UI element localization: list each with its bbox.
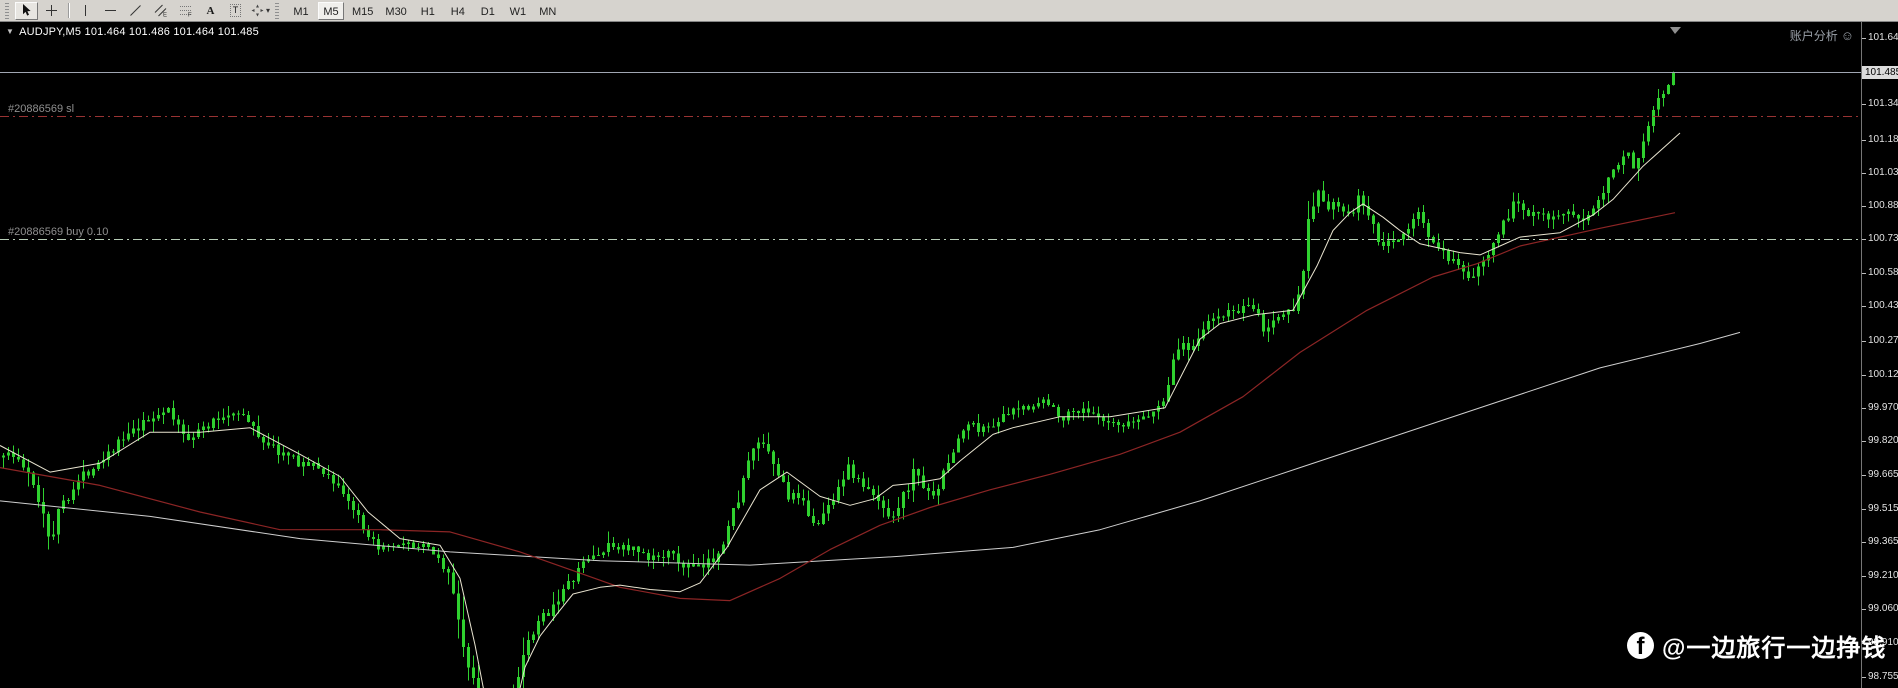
axis-price-label: 100.27 <box>1868 335 1898 346</box>
axis-price-label: 99.820 <box>1868 435 1898 446</box>
axis-tick <box>1862 38 1866 39</box>
text-label-tool-button[interactable]: T <box>224 2 247 20</box>
axis-tick <box>1862 239 1866 240</box>
axis-tick <box>1862 140 1866 141</box>
symbol-ohlc-label: AUDJPY,M5 101.464 101.486 101.464 101.48… <box>19 26 259 38</box>
axis-tick <box>1862 273 1866 274</box>
facebook-icon: f <box>1627 632 1654 659</box>
horizontal-line-tool-button[interactable] <box>99 2 122 20</box>
axis-price-label: 101.64 <box>1868 32 1898 43</box>
smiley-icon: ☺ <box>1840 28 1854 43</box>
trendline-tool-button[interactable] <box>124 2 147 20</box>
stop-loss-line-label: #20886569 sl <box>8 102 75 115</box>
watermark-handle: @一边旅行一边挣钱 <box>1662 635 1887 662</box>
chart-shift-marker-icon <box>1670 27 1681 34</box>
toolbar: E F A T ▾ M1 M5 M15 M30 H1 H4 D1 W1 MN <box>0 0 1898 22</box>
timeframe-w1-button[interactable]: W1 <box>509 5 527 18</box>
arrows-tool-button[interactable]: ▾ <box>249 2 272 20</box>
axis-tick <box>1862 609 1866 610</box>
axis-tick <box>1862 475 1866 476</box>
axis-tick <box>1862 643 1866 644</box>
current-price-tag: 101.485 <box>1862 66 1898 79</box>
svg-text:F: F <box>188 13 192 18</box>
timeframe-h1-button[interactable]: H1 <box>420 5 435 18</box>
axis-price-label: 99.060 <box>1868 603 1898 614</box>
axis-tick <box>1862 441 1866 442</box>
timeframe-toolbar: M1 M5 M15 M30 H1 H4 D1 W1 MN <box>286 1 563 20</box>
timeframe-m1-button[interactable]: M1 <box>293 5 309 18</box>
axis-price-label: 98.755 <box>1868 671 1898 682</box>
svg-text:E: E <box>163 13 167 18</box>
text-tool-button[interactable]: A <box>206 4 215 17</box>
watermark: f @一边旅行一边挣钱 <box>1627 628 1886 663</box>
axis-tick <box>1862 206 1866 207</box>
axis-tick <box>1862 306 1866 307</box>
axis-price-label: 99.970 <box>1868 402 1898 413</box>
dropdown-arrow-icon[interactable]: ▾ <box>265 6 270 15</box>
chevron-down-icon[interactable]: ▼ <box>6 27 15 36</box>
axis-price-label: 99.210 <box>1868 570 1898 581</box>
timeframe-mn-button[interactable]: MN <box>539 5 557 18</box>
cursor-tool-button[interactable] <box>15 1 38 20</box>
axis-price-label: 101.18 <box>1868 134 1898 145</box>
axis-tick <box>1862 542 1866 543</box>
crosshair-tool-button[interactable] <box>40 2 63 20</box>
axis-price-label: 100.88 <box>1868 200 1898 211</box>
buy-order-line-label: #20886569 buy 0.10 <box>8 225 109 238</box>
timeframe-d1-button[interactable]: D1 <box>480 5 495 18</box>
equidistant-channel-tool-button[interactable]: E <box>149 2 172 20</box>
axis-tick <box>1862 677 1866 678</box>
toolbar-separator <box>68 3 69 18</box>
price-axis[interactable]: 101.485 101.64 101.34 101.18 101.03 100.88 10… <box>1861 22 1898 688</box>
axis-tick <box>1862 341 1866 342</box>
axis-price-label: 101.03 <box>1868 167 1898 178</box>
axis-tick <box>1862 408 1866 409</box>
axis-price-label: 99.515 <box>1868 503 1898 514</box>
timeframe-m5-button[interactable]: M5 <box>318 1 344 20</box>
axis-price-label: 98.910 <box>1868 637 1898 648</box>
chart-window: ▼ AUDJPY,M5 101.464 101.486 101.464 101.4… <box>0 22 1898 688</box>
toolbar-tools: E F A T ▾ <box>3 1 284 20</box>
chart-canvas[interactable] <box>0 22 1862 688</box>
axis-price-label: 99.365 <box>1868 536 1898 547</box>
axis-price-label: 100.73 <box>1868 233 1898 244</box>
axis-tick <box>1862 576 1866 577</box>
toolbar-grip[interactable] <box>5 2 9 19</box>
chart-symbol-header: ▼ AUDJPY,M5 101.464 101.486 101.464 101.4… <box>6 26 259 38</box>
vertical-line-tool-button[interactable] <box>74 2 97 20</box>
axis-price-label: 100.12 <box>1868 369 1898 380</box>
axis-price-label: 101.34 <box>1868 98 1898 109</box>
timeframe-h4-button[interactable]: H4 <box>450 5 465 18</box>
fibonacci-retracement-tool-button[interactable]: F <box>174 2 197 20</box>
axis-tick <box>1862 104 1866 105</box>
timeframe-m15-button[interactable]: M15 <box>352 5 374 18</box>
axis-price-label: 100.58 <box>1868 267 1898 278</box>
account-analysis-link[interactable]: 账户分析 ☺ <box>1790 27 1854 44</box>
axis-tick <box>1862 509 1866 510</box>
axis-tick <box>1862 173 1866 174</box>
axis-price-label: 100.43 <box>1868 300 1898 311</box>
axis-tick <box>1862 375 1866 376</box>
axis-price-label: 99.665 <box>1868 469 1898 480</box>
timeframe-m30-button[interactable]: M30 <box>385 5 407 18</box>
toolbar-grip[interactable] <box>275 2 279 19</box>
account-analysis-label: 账户分析 <box>1789 29 1838 43</box>
